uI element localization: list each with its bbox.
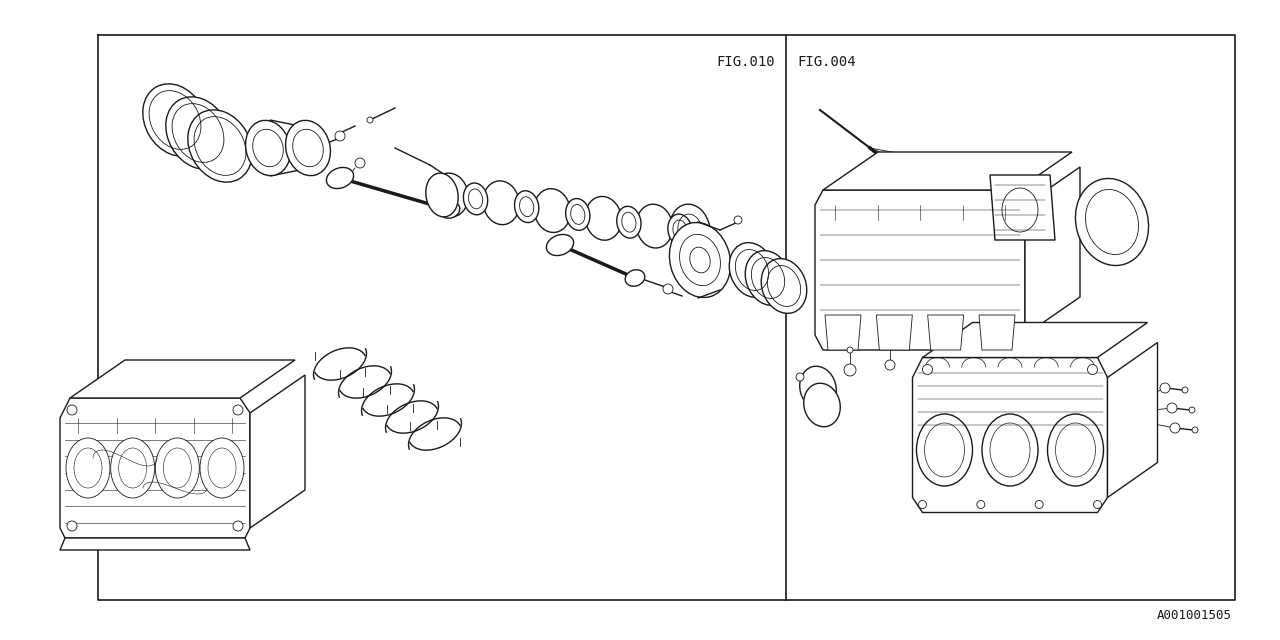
Ellipse shape [534,189,571,232]
Ellipse shape [571,205,585,225]
Polygon shape [823,152,1073,190]
Ellipse shape [143,84,207,156]
Ellipse shape [547,234,573,255]
Circle shape [1093,500,1102,509]
Polygon shape [928,315,964,350]
Ellipse shape [431,173,468,217]
Circle shape [233,521,243,531]
Ellipse shape [1047,414,1103,486]
Ellipse shape [625,269,645,286]
Text: FIG.004: FIG.004 [797,55,855,69]
Ellipse shape [762,259,806,314]
Circle shape [1036,500,1043,509]
Ellipse shape [617,206,641,238]
Circle shape [919,500,927,509]
Ellipse shape [669,223,731,298]
Ellipse shape [585,196,622,240]
Circle shape [67,405,77,415]
Circle shape [847,347,852,353]
Polygon shape [826,315,861,350]
Polygon shape [979,315,1015,350]
Circle shape [844,364,856,376]
Circle shape [1192,427,1198,433]
Polygon shape [815,190,1025,350]
Circle shape [367,117,372,123]
Ellipse shape [440,202,460,218]
Ellipse shape [483,181,520,225]
Ellipse shape [673,220,687,240]
Ellipse shape [636,204,672,248]
Polygon shape [60,398,250,538]
Text: FIG.010: FIG.010 [717,55,774,69]
Circle shape [923,365,933,374]
Circle shape [233,405,243,415]
Ellipse shape [166,97,230,169]
Ellipse shape [200,438,244,498]
Polygon shape [923,323,1147,358]
Ellipse shape [520,196,534,216]
Circle shape [884,360,895,370]
Polygon shape [60,538,250,550]
Ellipse shape [426,173,458,217]
Ellipse shape [668,214,692,246]
Circle shape [1167,403,1178,413]
Text: 10103: 10103 [82,389,124,403]
Circle shape [1170,423,1180,433]
Polygon shape [1025,167,1080,335]
Ellipse shape [730,243,774,298]
Circle shape [977,500,984,509]
Text: A001001505: A001001505 [1157,609,1231,622]
Polygon shape [1107,342,1157,497]
Ellipse shape [745,251,791,305]
Circle shape [796,373,804,381]
Ellipse shape [566,198,590,230]
Ellipse shape [463,183,488,215]
Ellipse shape [67,438,110,498]
Circle shape [355,158,365,168]
Ellipse shape [515,191,539,223]
Ellipse shape [188,110,252,182]
Ellipse shape [468,189,483,209]
Ellipse shape [622,212,636,232]
Ellipse shape [804,383,840,427]
Circle shape [1189,407,1196,413]
Ellipse shape [982,414,1038,486]
Ellipse shape [246,120,291,175]
Ellipse shape [155,438,200,498]
Circle shape [733,216,742,224]
Ellipse shape [916,414,973,486]
Ellipse shape [800,366,836,410]
Polygon shape [877,315,913,350]
Polygon shape [913,358,1107,513]
Ellipse shape [110,438,155,498]
Circle shape [335,131,346,141]
Ellipse shape [326,168,353,189]
Circle shape [1088,365,1097,374]
Polygon shape [989,175,1055,240]
Ellipse shape [1075,179,1148,266]
Polygon shape [70,360,294,398]
Ellipse shape [669,204,710,256]
Polygon shape [250,375,305,528]
Circle shape [663,284,673,294]
Polygon shape [270,120,310,176]
Circle shape [67,521,77,531]
Circle shape [1181,387,1188,393]
Circle shape [1160,383,1170,393]
Ellipse shape [285,120,330,175]
